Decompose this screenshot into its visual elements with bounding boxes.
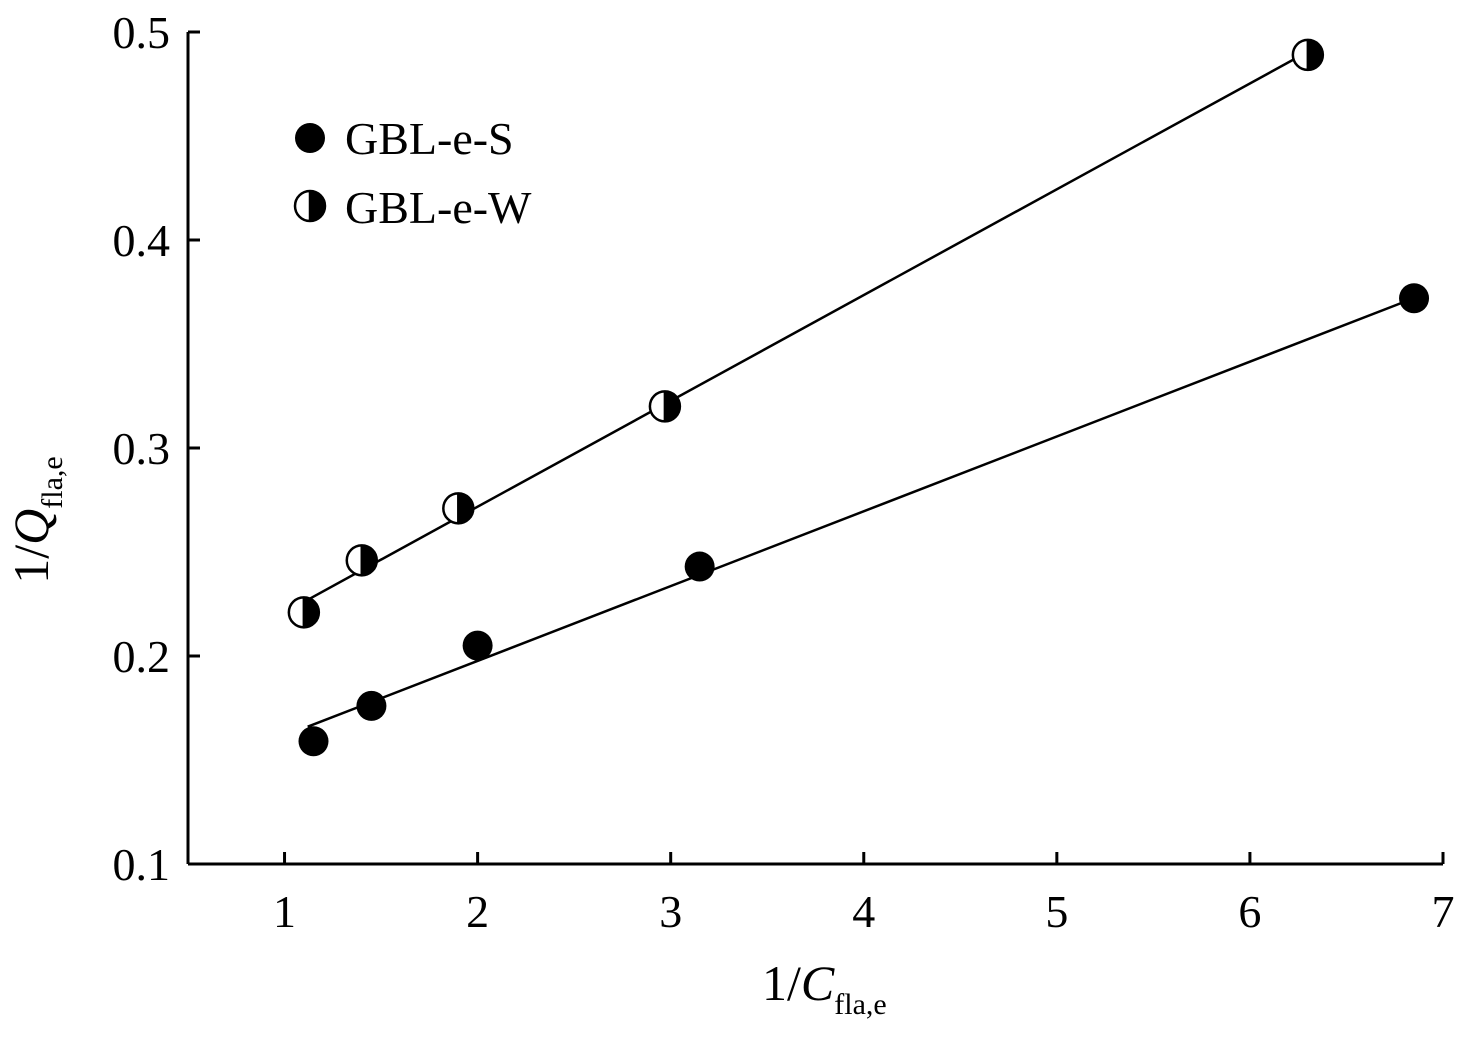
- x-tick-label: 4: [852, 886, 875, 937]
- x-ticks: 1 2 3 4 5 6 7: [273, 852, 1455, 937]
- x-axis-title-var: C: [801, 955, 835, 1011]
- data-point-gbl-e-w: [648, 390, 682, 423]
- data-point-gbl-e-w: [345, 544, 379, 577]
- x-tick-label: 2: [466, 886, 489, 937]
- x-axis-title: 1/Cfla,e: [762, 955, 887, 1021]
- x-tick-label: 7: [1432, 886, 1455, 937]
- y-tick-label: 0.2: [113, 631, 171, 682]
- data-point-gbl-e-s: [298, 726, 329, 757]
- y-ticks: 0.1 0.2 0.3 0.4 0.5: [113, 7, 200, 890]
- y-axis-title-sub: fla,e: [36, 456, 69, 508]
- x-axis-title-prefix: 1/: [762, 955, 801, 1011]
- x-tick-label: 1: [273, 886, 296, 937]
- x-tick-label: 6: [1238, 886, 1261, 937]
- data-point-gbl-e-s: [1399, 283, 1430, 314]
- fit-line-gbl-e-s: [307, 299, 1409, 728]
- y-axis-title-prefix: 1/: [3, 545, 59, 584]
- y-axis-title: 1/Qfla,e: [3, 456, 69, 583]
- y-tick-label: 0.3: [113, 423, 171, 474]
- legend-label-gbl-e-s: GBL-e-S: [345, 113, 514, 164]
- x-tick-label: 3: [659, 886, 682, 937]
- data-point-gbl-e-w: [1291, 38, 1325, 72]
- legend-item-gbl-e-s: GBL-e-S: [295, 113, 514, 164]
- data-point-gbl-e-s: [684, 551, 715, 582]
- legend-marker-gbl-e-w: [293, 189, 327, 223]
- legend-symbol-gbl-e-s: [295, 123, 325, 153]
- y-tick-label: 0.4: [113, 215, 171, 266]
- y-tick-label: 0.1: [113, 839, 171, 890]
- y-axis-title-var: Q: [3, 509, 59, 545]
- data-point-gbl-e-w: [442, 492, 475, 525]
- x-axis-title-sub: fla,e: [834, 988, 886, 1021]
- data-point-gbl-e-w: [287, 596, 321, 629]
- data-point-gbl-e-s: [462, 630, 493, 661]
- x-tick-label: 5: [1045, 886, 1068, 937]
- data-point-gbl-e-s: [356, 690, 387, 721]
- legend: GBL-e-S GBL-e-W: [293, 113, 532, 233]
- y-tick-label: 0.5: [113, 7, 171, 58]
- legend-symbol-gbl-e-w: [293, 189, 327, 223]
- markers: [287, 38, 1430, 757]
- legend-label-gbl-e-w: GBL-e-W: [345, 182, 532, 233]
- legend-marker-gbl-e-s: [295, 123, 325, 153]
- legend-item-gbl-e-w: GBL-e-W: [293, 182, 532, 233]
